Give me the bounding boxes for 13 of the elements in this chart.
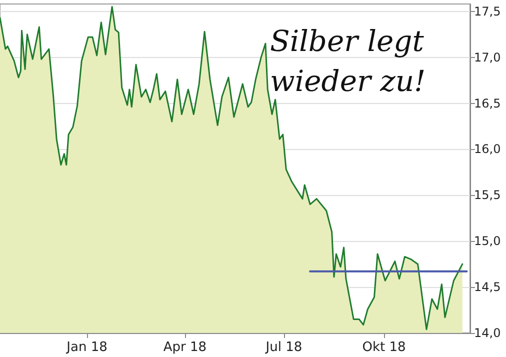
y-tick-label: 16,0 [474, 142, 501, 156]
y-tick-label: 15,0 [474, 234, 501, 248]
x-tick-label: Okt 18 [362, 340, 406, 355]
y-tick-label: 16,5 [474, 96, 501, 110]
x-tick-label: Jan 18 [66, 340, 108, 355]
x-tick-label: Jul 18 [264, 340, 302, 355]
x-tick-label: Apr 18 [163, 340, 207, 355]
y-tick-label: 17,0 [474, 50, 501, 64]
y-tick-label: 14,5 [474, 280, 501, 294]
y-tick-label: 15,5 [474, 188, 501, 202]
text: Silber legt wieder zu! [270, 24, 434, 98]
y-tick-label: 14,0 [474, 326, 501, 340]
y-tick-label: 17,5 [474, 4, 501, 18]
